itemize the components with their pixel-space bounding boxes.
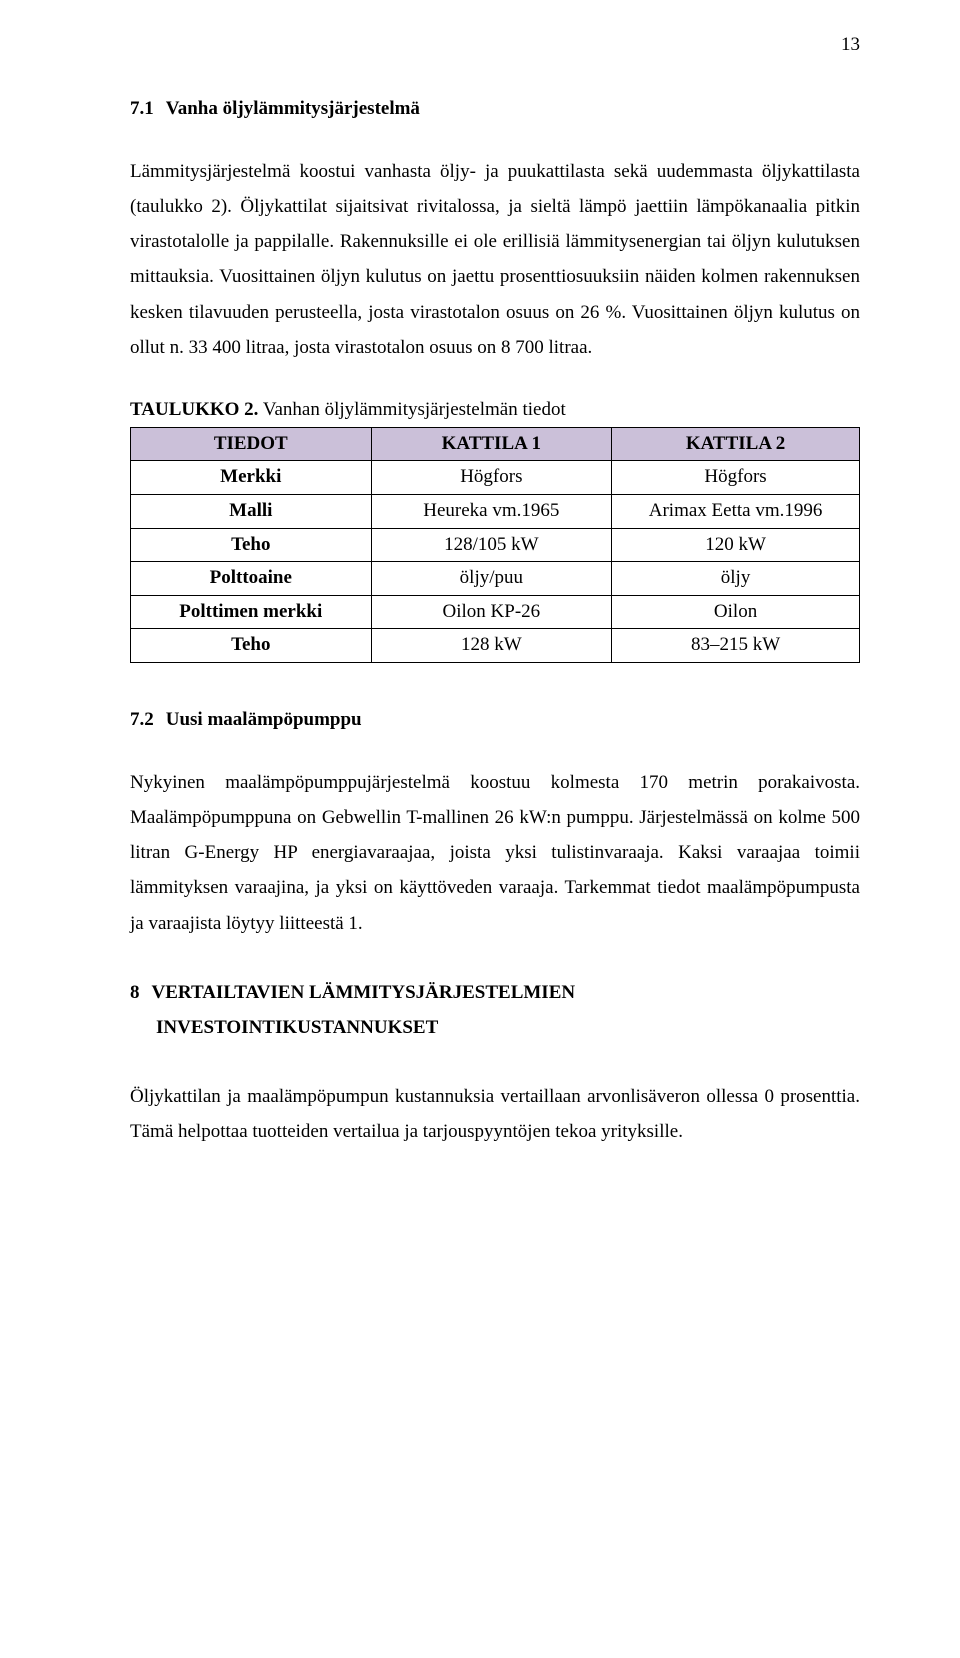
heading-8: 8 VERTAILTAVIEN LÄMMITYSJÄRJESTELMIEN INV… bbox=[130, 975, 860, 1045]
table-row: Malli Heureka vm.1965 Arimax Eetta vm.19… bbox=[131, 495, 860, 529]
table-cell: 128 kW bbox=[371, 629, 612, 663]
table-row: Teho 128 kW 83–215 kW bbox=[131, 629, 860, 663]
heading-7-1-title: Vanha öljylämmitysjärjestelmä bbox=[166, 98, 420, 119]
table-2-header-kattila1: KATTILA 1 bbox=[371, 427, 612, 461]
table-2-header-row: TIEDOT KATTILA 1 KATTILA 2 bbox=[131, 427, 860, 461]
page-number: 13 bbox=[841, 34, 860, 56]
table-cell: Heureka vm.1965 bbox=[371, 495, 612, 529]
heading-7-2-number: 7.2 bbox=[130, 709, 154, 730]
table-2: TIEDOT KATTILA 1 KATTILA 2 Merkki Högfor… bbox=[130, 427, 860, 663]
table-row: Teho 128/105 kW 120 kW bbox=[131, 528, 860, 562]
heading-7-2: 7.2 Uusi maalämpöpumppu bbox=[130, 709, 860, 731]
table-cell-label: Teho bbox=[131, 629, 372, 663]
heading-7-2-title: Uusi maalämpöpumppu bbox=[166, 709, 362, 730]
table-cell-label: Polttimen merkki bbox=[131, 595, 372, 629]
table-cell: öljy bbox=[612, 562, 860, 596]
table-row: Polttimen merkki Oilon KP-26 Oilon bbox=[131, 595, 860, 629]
table-cell: öljy/puu bbox=[371, 562, 612, 596]
heading-8-title-line2: INVESTOINTIKUSTANNUKSET bbox=[130, 1010, 860, 1045]
table-cell: 83–215 kW bbox=[612, 629, 860, 663]
table-row: Polttoaine öljy/puu öljy bbox=[131, 562, 860, 596]
table-2-caption-label: TAULUKKO 2. bbox=[130, 399, 258, 420]
paragraph-7-2: Nykyinen maalämpöpumppujärjestelmä koost… bbox=[130, 765, 860, 941]
table-cell-label: Polttoaine bbox=[131, 562, 372, 596]
heading-7-1-number: 7.1 bbox=[130, 98, 154, 119]
table-2-caption-text: Vanhan öljylämmitysjärjestelmän tiedot bbox=[263, 399, 566, 420]
table-cell: Oilon KP-26 bbox=[371, 595, 612, 629]
heading-8-title-line1: VERTAILTAVIEN LÄMMITYSJÄRJESTELMIEN bbox=[152, 982, 576, 1003]
table-cell-label: Malli bbox=[131, 495, 372, 529]
heading-7-1: 7.1 Vanha öljylämmitysjärjestelmä bbox=[130, 98, 860, 120]
table-2-header-tiedot: TIEDOT bbox=[131, 427, 372, 461]
table-cell: 128/105 kW bbox=[371, 528, 612, 562]
table-cell: Högfors bbox=[612, 461, 860, 495]
table-cell: Oilon bbox=[612, 595, 860, 629]
table-cell-label: Merkki bbox=[131, 461, 372, 495]
table-row: Merkki Högfors Högfors bbox=[131, 461, 860, 495]
table-cell-label: Teho bbox=[131, 528, 372, 562]
heading-8-number: 8 bbox=[130, 982, 140, 1003]
paragraph-7-1: Lämmitysjärjestelmä koostui vanhasta ölj… bbox=[130, 154, 860, 365]
page-container: 13 7.1 Vanha öljylämmitysjärjestelmä Lämm… bbox=[0, 0, 960, 1658]
table-cell: Högfors bbox=[371, 461, 612, 495]
table-2-caption: TAULUKKO 2. Vanhan öljylämmitysjärjestel… bbox=[130, 399, 860, 421]
table-cell: 120 kW bbox=[612, 528, 860, 562]
table-cell: Arimax Eetta vm.1996 bbox=[612, 495, 860, 529]
paragraph-8: Öljykattilan ja maalämpöpumpun kustannuk… bbox=[130, 1079, 860, 1149]
table-2-header-kattila2: KATTILA 2 bbox=[612, 427, 860, 461]
